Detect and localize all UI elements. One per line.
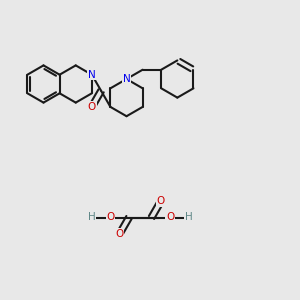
Text: N: N (88, 70, 96, 80)
Text: O: O (116, 229, 124, 238)
Text: O: O (88, 102, 96, 112)
Text: H: H (185, 212, 193, 223)
Text: O: O (157, 196, 165, 206)
Text: H: H (88, 212, 96, 223)
Text: N: N (123, 74, 130, 84)
Text: O: O (166, 212, 174, 223)
Text: O: O (106, 212, 115, 223)
